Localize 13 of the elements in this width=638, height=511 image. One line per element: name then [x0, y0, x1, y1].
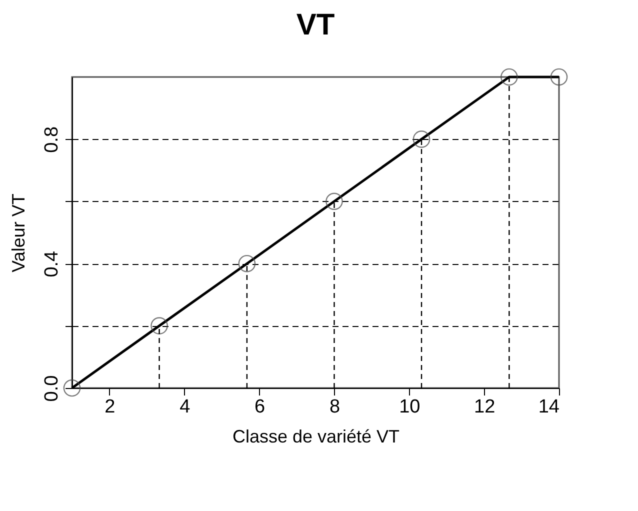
- x-tick-label: 10: [399, 396, 420, 418]
- x-tick-label: 2: [104, 396, 116, 418]
- y-tick-label: 0.0: [42, 375, 62, 402]
- y-axis-title: Valeur VT: [8, 194, 28, 272]
- y-tick-label: 0.4: [42, 250, 62, 278]
- x-tick-label: 12: [474, 396, 496, 418]
- y-tick-label: 0.8: [42, 126, 62, 153]
- x-tick-label: 6: [254, 396, 266, 418]
- x-tick-label: 14: [538, 396, 560, 418]
- x-axis-title: Classe de variété VT: [232, 426, 400, 446]
- x-tick-label: 8: [329, 396, 340, 418]
- x-tick-label: 4: [180, 396, 191, 418]
- chart-title: VT: [296, 8, 335, 42]
